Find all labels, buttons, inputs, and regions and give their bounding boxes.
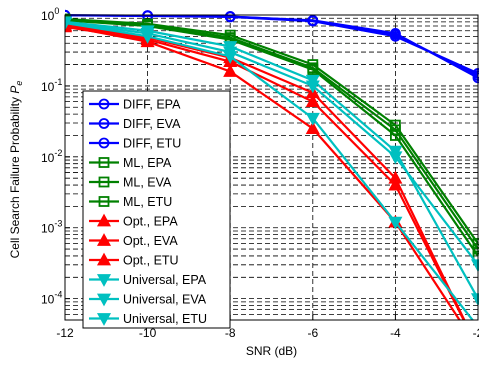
plot-series — [65, 9, 479, 320]
legend-marker — [98, 118, 110, 129]
data-point — [224, 11, 236, 23]
legend-label: ML, EVA — [123, 176, 172, 190]
legend-label: DIFF, ETU — [123, 137, 181, 151]
y-tick-base: 10 — [41, 222, 55, 236]
legend-marker — [96, 274, 112, 287]
data-point — [65, 17, 73, 31]
legend-item: Opt., ETU — [89, 252, 179, 268]
series-line — [65, 14, 479, 75]
y-tick-exponent: -1 — [54, 77, 62, 87]
data-point — [388, 170, 403, 184]
legend: DIFF, EPA DIFF, EVA DIFF, ETU ML, EPA ML, EV… — [82, 90, 231, 329]
data-point — [389, 130, 401, 141]
data-point — [307, 64, 319, 75]
legend-item: DIFF, EPA — [89, 98, 181, 112]
series-line — [65, 19, 479, 257]
series-universal-etu — [65, 17, 474, 320]
data-point — [305, 80, 320, 94]
y-tick-base: 10 — [41, 80, 55, 94]
legend-item: Universal, EPA — [89, 273, 207, 287]
legend-marker — [98, 196, 110, 207]
legend-item: Universal, EVA — [89, 293, 207, 307]
x-tick-label: -2 — [473, 326, 479, 340]
legend-item: DIFF, ETU — [89, 137, 181, 151]
series-line — [65, 24, 461, 320]
legend-item: Opt., EPA — [89, 213, 178, 229]
legend-marker — [98, 157, 110, 168]
y-tick-exponent: -2 — [54, 148, 62, 158]
legend-label: DIFF, EPA — [123, 98, 181, 112]
legend-box — [82, 90, 231, 329]
y-tick-label: 10-1 — [41, 77, 62, 94]
series-line — [65, 17, 479, 245]
legend-label: Opt., EVA — [123, 234, 178, 248]
legend-item: ML, ETU — [89, 195, 172, 209]
y-tick-base: 10 — [41, 9, 55, 23]
data-point — [388, 216, 403, 230]
legend-marker — [96, 293, 112, 307]
legend-item: ML, EVA — [89, 176, 172, 190]
legend-label: Opt., EPA — [123, 215, 178, 229]
x-axis-label: SNR (dB) — [246, 344, 297, 358]
data-point — [223, 64, 238, 77]
y-tick-exponent: -3 — [54, 219, 62, 229]
legend-marker — [96, 313, 112, 326]
y-tick-label: 100 — [41, 6, 59, 23]
x-tick-label: -8 — [225, 326, 236, 340]
y-axis-label-main: Cell Search Failure Probability — [8, 94, 22, 259]
legend-marker — [96, 252, 112, 266]
legend-marker — [96, 213, 112, 227]
y-tick-label: 10-2 — [41, 148, 62, 165]
legend-label: DIFF, EVA — [123, 117, 181, 131]
legend-marker — [98, 98, 110, 110]
legend-item: DIFF, EVA — [89, 117, 181, 131]
y-tick-base: 10 — [41, 151, 55, 165]
y-tick-base: 10 — [41, 293, 55, 307]
legend-item: Universal, ETU — [89, 312, 207, 326]
x-tick-label: -4 — [390, 326, 401, 340]
data-point — [305, 112, 320, 126]
legend-label: ML, ETU — [123, 195, 172, 209]
data-point — [223, 51, 238, 64]
x-tick-label: -10 — [139, 326, 157, 340]
data-point — [140, 30, 155, 44]
legend-marker — [98, 137, 110, 149]
x-tick-label: -6 — [307, 326, 318, 340]
data-point — [389, 30, 401, 42]
legend-label: Universal, EVA — [123, 293, 207, 307]
y-axis-label: Cell Search Failure Probability Pe — [8, 81, 24, 259]
series-line — [65, 24, 466, 320]
data-point — [388, 151, 403, 165]
x-tick-label: -12 — [56, 326, 74, 340]
legend-item: ML, EPA — [89, 156, 172, 170]
plot-frame — [64, 14, 479, 321]
data-point — [305, 121, 320, 135]
series-line — [65, 21, 474, 320]
legend-label: Universal, ETU — [123, 312, 207, 326]
legend-label: Opt., ETU — [123, 254, 179, 268]
series-line — [65, 21, 479, 266]
y-axis-label-symbol: P — [8, 86, 22, 94]
series-line — [65, 25, 465, 320]
legend-label: Universal, EPA — [123, 273, 207, 287]
y-axis-label-sub: e — [14, 81, 24, 86]
y-tick-label: 10-4 — [41, 290, 62, 307]
y-tick-label: 10-3 — [41, 219, 62, 236]
legend-label: ML, EPA — [123, 156, 172, 170]
y-tick-exponent: -4 — [54, 290, 62, 300]
y-tick-exponent: 0 — [54, 6, 59, 16]
data-point — [305, 94, 320, 108]
legend-item: Opt., EVA — [89, 233, 178, 248]
data-point — [307, 15, 319, 27]
legend-marker — [96, 233, 112, 246]
legend-marker — [98, 176, 110, 188]
